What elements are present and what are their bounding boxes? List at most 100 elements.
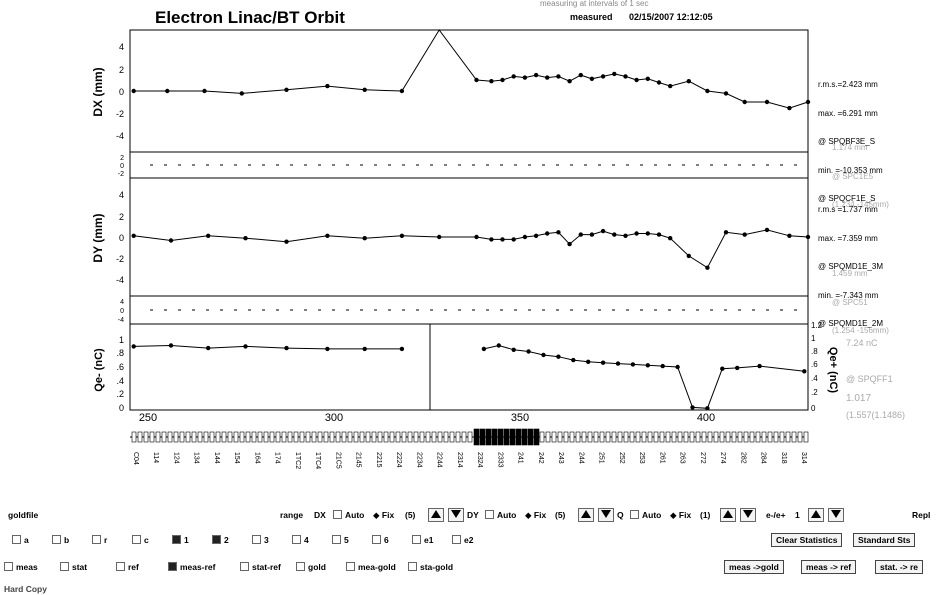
select-3[interactable]: 3 <box>252 535 269 545</box>
charge-data-point <box>325 346 330 352</box>
select-6-label: 6 <box>384 535 389 545</box>
select-e2-checkbox[interactable] <box>452 535 461 544</box>
beamline-element <box>659 431 665 443</box>
stat-to-ref-button[interactable]: stat. -> re <box>875 560 924 574</box>
dx-auto-option[interactable]: Auto <box>333 510 364 520</box>
mode-meas-checkbox[interactable] <box>4 562 13 571</box>
select-1[interactable]: 1 <box>172 535 189 545</box>
select-4[interactable]: 4 <box>292 535 309 545</box>
mode-stat-ref-checkbox[interactable] <box>240 562 249 571</box>
beamline-element <box>347 431 353 443</box>
dy-fix-option[interactable]: ◆ Fix <box>525 510 547 520</box>
mode-gold-checkbox[interactable] <box>296 562 305 571</box>
dx-fix-value: (5) <box>405 510 416 520</box>
dx-axis-label: DX (mm) <box>91 67 105 116</box>
replot-button[interactable]: Repl <box>912 510 931 520</box>
dx-data-point <box>131 88 136 94</box>
select-a[interactable]: a <box>12 535 29 545</box>
dy-range-down-button[interactable] <box>598 508 614 522</box>
select-c[interactable]: c <box>132 535 149 545</box>
dx-fix-option[interactable]: ◆ Fix <box>373 510 395 520</box>
q-tick: .8 <box>116 348 124 358</box>
select-e2[interactable]: e2 <box>452 535 473 545</box>
beamline-element <box>317 431 323 443</box>
dy-data-point <box>764 227 770 233</box>
mode-ref-checkbox[interactable] <box>116 562 125 571</box>
monitor-label: 261 <box>658 452 665 464</box>
meas-to-ref-button[interactable]: meas -> ref <box>801 560 857 574</box>
q-auto-checkbox[interactable] <box>630 510 639 519</box>
beamline-element <box>791 431 797 443</box>
dy-auto-checkbox[interactable] <box>485 510 494 519</box>
select-b-checkbox[interactable] <box>52 535 61 544</box>
dx-range-up-button[interactable] <box>428 508 444 522</box>
q-range-up-button[interactable] <box>720 508 736 522</box>
hard-copy-button[interactable]: Hard Copy <box>4 584 47 594</box>
mode-meas-ref[interactable]: meas-ref <box>168 562 215 572</box>
select-6-checkbox[interactable] <box>372 535 381 544</box>
select-4-checkbox[interactable] <box>292 535 301 544</box>
dy-tick: 2 <box>119 212 124 222</box>
select-6[interactable]: 6 <box>372 535 389 545</box>
charge-data-point <box>541 352 546 358</box>
mode-ref[interactable]: ref <box>116 562 139 572</box>
mode-mea-gold[interactable]: mea-gold <box>346 562 396 572</box>
dy-auto-option[interactable]: Auto <box>485 510 516 520</box>
mode-stat-checkbox[interactable] <box>60 562 69 571</box>
dy-data-point <box>168 238 174 243</box>
dx-range-down-button[interactable] <box>448 508 464 522</box>
mode-sta-gold-checkbox[interactable] <box>408 562 417 571</box>
beamline-element <box>647 431 653 443</box>
dy-range-up-button[interactable] <box>578 508 594 522</box>
select-r-checkbox[interactable] <box>92 535 101 544</box>
dy-stat-line: @ SPQMD1E_3M <box>818 262 884 271</box>
beamline-element <box>467 431 473 443</box>
monitor-label: 174 <box>274 452 281 464</box>
dx-auto-checkbox[interactable] <box>333 510 342 519</box>
dx-tick: -2 <box>116 109 124 119</box>
beamline-element <box>161 431 167 443</box>
mode-mea-gold-checkbox[interactable] <box>346 562 355 571</box>
select-e1[interactable]: e1 <box>412 535 433 545</box>
select-c-checkbox[interactable] <box>132 535 141 544</box>
select-3-checkbox[interactable] <box>252 535 261 544</box>
beamline-element <box>761 431 767 443</box>
mode-meas[interactable]: meas <box>4 562 38 572</box>
dx-data-point <box>634 77 639 83</box>
meas-to-gold-button[interactable]: meas ->gold <box>724 560 784 574</box>
clear-statistics-button[interactable]: Clear Statistics <box>771 533 843 547</box>
select-2[interactable]: 2 <box>212 535 229 545</box>
beamline-element <box>179 431 185 443</box>
beamline-element <box>491 428 498 446</box>
select-2-checkbox[interactable] <box>212 535 221 544</box>
mode-stat[interactable]: stat <box>60 562 87 572</box>
monitor-label: 244 <box>577 452 584 464</box>
select-5[interactable]: 5 <box>332 535 349 545</box>
select-5-checkbox[interactable] <box>332 535 341 544</box>
mode-gold[interactable]: gold <box>296 562 326 572</box>
dy-data-point <box>567 241 572 247</box>
ratio-down-button[interactable] <box>828 508 844 522</box>
ratio-label: e-/e+ <box>766 510 786 520</box>
down-arrow-icon <box>451 510 461 518</box>
mode-sta-gold[interactable]: sta-gold <box>408 562 453 572</box>
dy-data-point <box>742 232 747 237</box>
select-a-checkbox[interactable] <box>12 535 21 544</box>
monitor-label: 2215 <box>375 452 382 468</box>
monitor-label: 243 <box>557 452 564 464</box>
mode-stat-ref[interactable]: stat-ref <box>240 562 281 572</box>
q-fix-option[interactable]: ◆ Fix <box>670 510 692 520</box>
select-e1-checkbox[interactable] <box>412 535 421 544</box>
q-auto-option[interactable]: Auto <box>630 510 661 520</box>
charge-data-point <box>615 361 621 366</box>
q-range-down-button[interactable] <box>740 508 756 522</box>
dx-stat-line: @ SPQBF3E_S <box>818 137 876 146</box>
select-r[interactable]: r <box>92 535 107 545</box>
select-1-checkbox[interactable] <box>172 535 181 544</box>
ratio-up-button[interactable] <box>808 508 824 522</box>
standard-sts-button[interactable]: Standard Sts <box>853 533 916 547</box>
q-fix-value: (1) <box>700 510 711 520</box>
select-b[interactable]: b <box>52 535 69 545</box>
mode-meas-ref-checkbox[interactable] <box>168 562 177 571</box>
beamline-element <box>671 431 677 443</box>
